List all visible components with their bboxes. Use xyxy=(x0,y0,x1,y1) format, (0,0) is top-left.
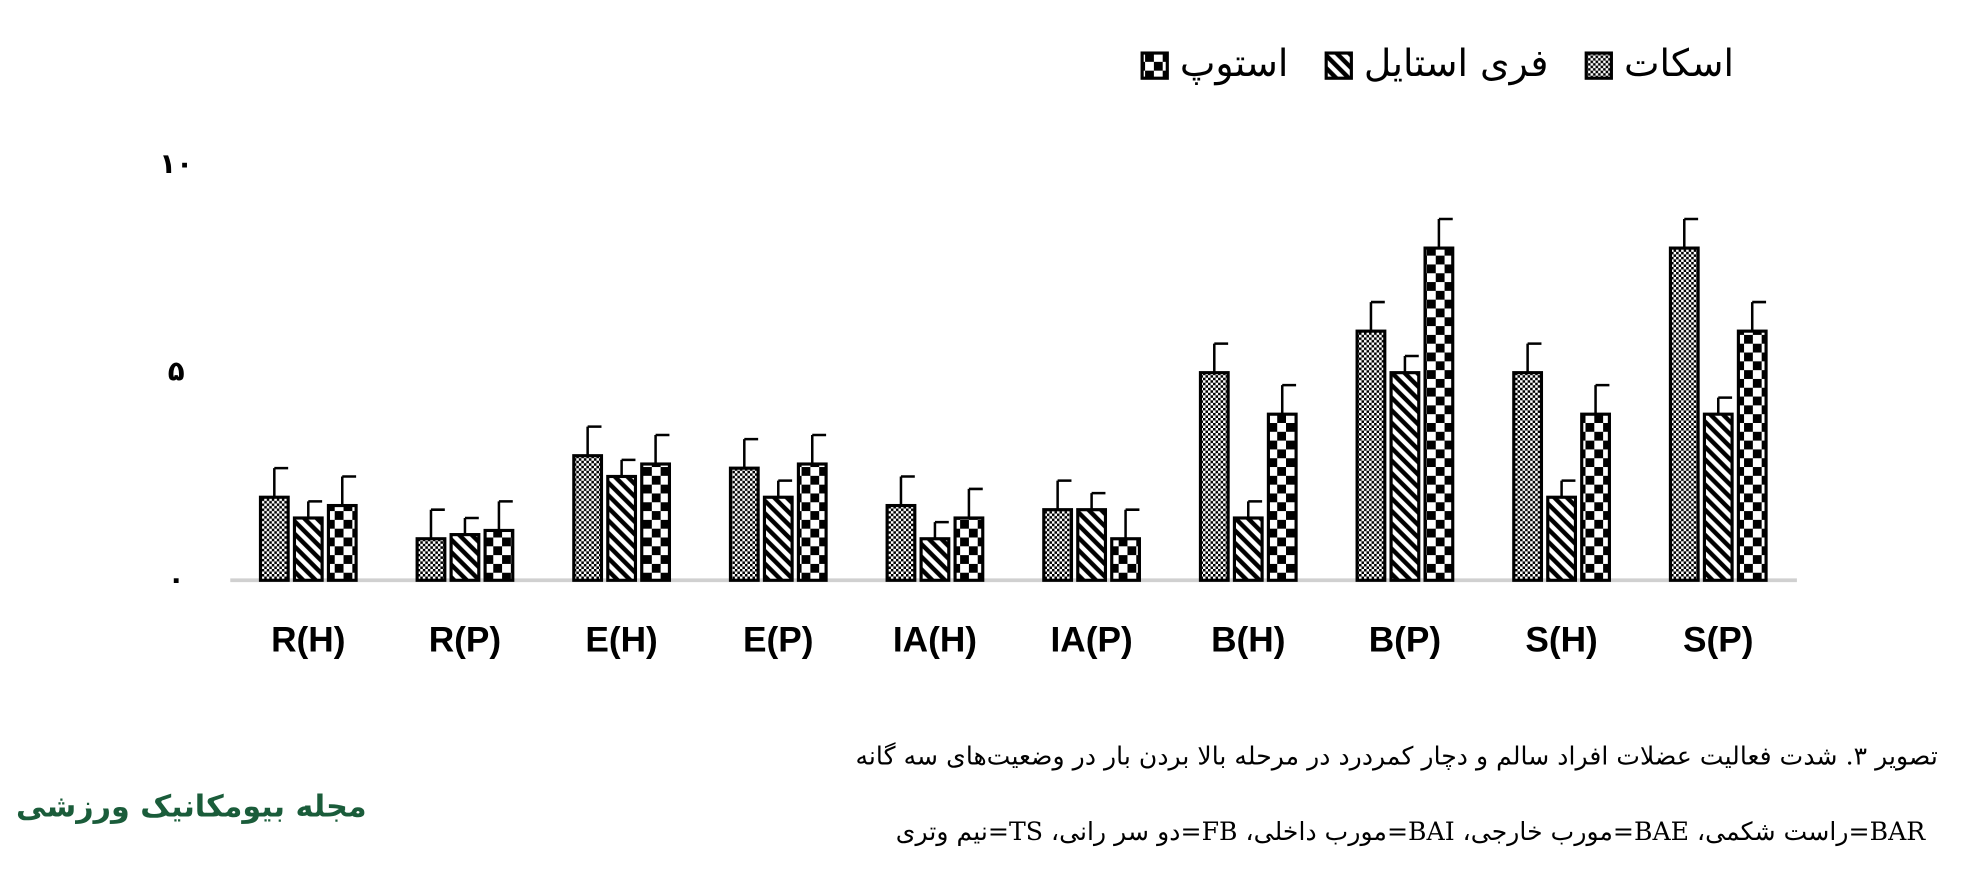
error-bar xyxy=(1403,354,1419,373)
x-tick-label: B(P) xyxy=(1369,620,1441,659)
error-bar xyxy=(810,433,827,465)
bar xyxy=(1512,371,1544,582)
error-bar xyxy=(586,425,602,456)
bar xyxy=(415,537,447,582)
x-tick-label: R(H) xyxy=(271,620,345,659)
bar xyxy=(1702,412,1734,582)
error-bar xyxy=(1750,300,1767,332)
x-tick-label: S(P) xyxy=(1683,620,1753,659)
bar xyxy=(1580,412,1611,582)
bar xyxy=(1042,508,1074,582)
legend-swatch xyxy=(1140,51,1169,80)
bar xyxy=(953,516,985,582)
error-bar xyxy=(899,475,915,506)
error-bar xyxy=(1594,383,1610,415)
y-tick-label: ٠ xyxy=(168,562,185,595)
bar xyxy=(919,537,951,582)
bar xyxy=(885,503,917,582)
bar xyxy=(762,495,794,582)
error-bar xyxy=(273,466,289,498)
bar xyxy=(326,503,358,582)
bar xyxy=(1355,329,1387,582)
error-bar xyxy=(1526,342,1542,373)
bar xyxy=(1076,508,1108,582)
bar xyxy=(449,533,481,582)
bar xyxy=(1546,495,1578,582)
error-bar xyxy=(654,433,670,465)
error-bar xyxy=(307,500,323,518)
y-tick-label: ۱۰ xyxy=(159,147,193,180)
bar xyxy=(1266,412,1298,582)
x-tick-label: B(H) xyxy=(1211,620,1285,659)
y-tick-label: ۵ xyxy=(168,355,185,388)
x-tick-label: S(H) xyxy=(1525,620,1597,659)
error-bar xyxy=(1124,508,1140,539)
error-bar xyxy=(1056,479,1072,510)
error-bar xyxy=(1247,500,1263,518)
bar xyxy=(258,495,290,582)
bar xyxy=(1198,371,1230,582)
error-bar xyxy=(1090,491,1106,510)
error-bar xyxy=(497,500,513,531)
bar xyxy=(796,462,828,582)
error-bar xyxy=(967,487,983,518)
error-bar xyxy=(1683,217,1699,249)
x-tick-label: IA(H) xyxy=(893,620,977,659)
error-bar xyxy=(1716,396,1733,415)
legend-swatch xyxy=(1584,51,1613,80)
x-tick-label: E(P) xyxy=(743,620,813,659)
error-bar xyxy=(1369,300,1385,332)
legend-swatch xyxy=(1324,51,1353,80)
error-bar xyxy=(777,479,793,498)
x-tick-label: IA(P) xyxy=(1051,620,1133,659)
x-tick-label: R(P) xyxy=(429,620,501,659)
bar xyxy=(1232,516,1264,582)
caption: تصویر ۳. شدت فعالیت عضلات افراد سالم و د… xyxy=(855,742,1937,772)
bar xyxy=(572,454,604,582)
bar xyxy=(1668,246,1700,582)
x-tick-label: E(H) xyxy=(585,620,657,659)
error-bar xyxy=(1280,383,1297,415)
error-bar xyxy=(743,437,759,469)
abbreviations: BAR=راست شکمی، BAE=مورب خارجی، BAI=مورب … xyxy=(896,817,1926,847)
error-bar xyxy=(463,516,479,535)
legend-label: اسکات xyxy=(1624,41,1734,85)
error-bar xyxy=(620,458,636,477)
bar xyxy=(1110,537,1141,582)
error-bar xyxy=(1213,342,1229,373)
bar xyxy=(292,516,324,582)
journal-logo: مجله بیومکانیک ورزشی xyxy=(16,790,367,825)
bar xyxy=(1389,371,1421,582)
legend-label: استوپ xyxy=(1180,41,1289,86)
bar xyxy=(1736,329,1768,582)
bar xyxy=(640,462,672,582)
bar xyxy=(483,528,515,582)
error-bar xyxy=(341,475,357,506)
bar xyxy=(1423,246,1455,582)
bar xyxy=(728,466,760,582)
error-bar xyxy=(429,508,445,539)
legend-label: فری استایل xyxy=(1364,41,1549,86)
error-bar xyxy=(1560,479,1576,498)
bar xyxy=(606,474,638,582)
error-bar xyxy=(933,520,949,539)
error-bar xyxy=(1437,217,1453,249)
